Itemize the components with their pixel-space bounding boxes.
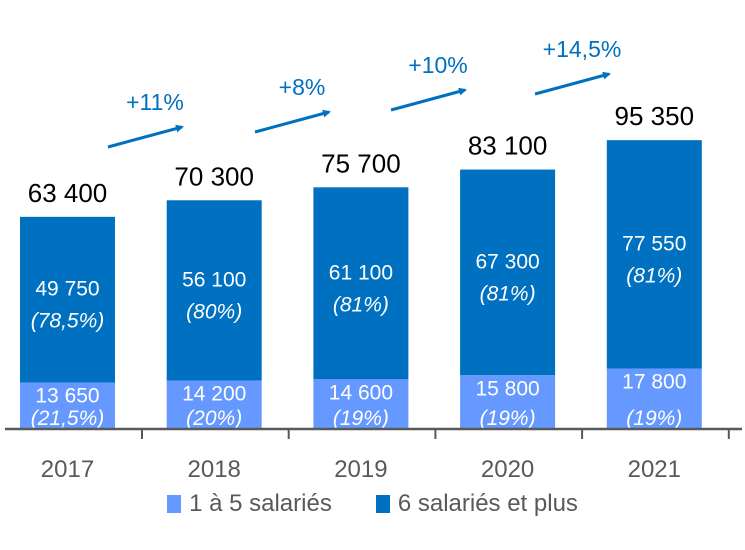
legend-label-large: 6 salariés et plus — [397, 490, 578, 517]
segment-share-label: (19%) — [480, 407, 536, 430]
segment-share-label: (21,5%) — [31, 407, 105, 430]
x-tick-label: 2018 — [188, 456, 241, 483]
segment-value-label: 15 800 — [475, 377, 539, 400]
segment-share-label: (19%) — [333, 407, 389, 430]
x-tick-label: 2019 — [334, 456, 387, 483]
segment-value-label: 14 600 — [329, 381, 393, 404]
segment-value-label: 67 300 — [475, 250, 539, 273]
segment-share-label: (78,5%) — [31, 310, 105, 333]
bar-segment-large — [20, 216, 115, 383]
segment-share-label: (81%) — [626, 264, 682, 287]
segment-value-label: 61 100 — [329, 261, 393, 284]
bar-segment-large — [460, 169, 556, 376]
bar-segment-small — [460, 375, 556, 429]
legend: 1 à 5 salariés 6 salariés et plus — [0, 490, 745, 518]
segment-share-label: (81%) — [333, 293, 389, 316]
segment-value-label: 13 650 — [35, 385, 99, 408]
segment-value-label: 56 100 — [182, 269, 246, 292]
growth-arrow-icon — [390, 87, 467, 112]
x-tick-label: 2017 — [41, 456, 94, 483]
total-label: 63 400 — [28, 178, 108, 208]
growth-arrow-icon — [534, 71, 611, 96]
bar-segment-small — [166, 380, 262, 429]
total-label: 83 100 — [468, 131, 548, 161]
bar-segment-small — [606, 368, 702, 429]
segment-share-label: (80%) — [186, 301, 242, 324]
bar-segment-large — [166, 200, 262, 381]
growth-label: +10% — [408, 52, 467, 78]
legend-label-small: 1 à 5 salariés — [189, 490, 332, 517]
legend-swatch-large — [375, 495, 390, 513]
segment-share-label: (19%) — [626, 407, 682, 430]
legend-item-large: 6 salariés et plus — [375, 490, 578, 518]
legend-swatch-small — [167, 495, 182, 513]
segment-value-label: 77 550 — [622, 232, 686, 255]
bar-segment-large — [313, 187, 409, 380]
growth-label: +8% — [279, 74, 326, 100]
segment-share-label: (20%) — [186, 407, 242, 430]
segment-value-label: 49 750 — [35, 278, 99, 301]
segment-share-label: (81%) — [480, 282, 536, 305]
total-label: 75 700 — [321, 148, 401, 178]
growth-arrow-icon — [107, 124, 184, 149]
total-label: 95 350 — [615, 101, 695, 131]
bar-segment-large — [606, 140, 702, 369]
x-tick-label: 2020 — [481, 456, 534, 483]
segment-value-label: 17 800 — [622, 370, 686, 393]
x-tick-label: 2021 — [628, 456, 681, 483]
bar-segment-small — [20, 382, 115, 429]
growth-label: +11% — [126, 89, 184, 115]
segment-value-label: 14 200 — [182, 383, 246, 406]
growth-arrow-icon — [254, 109, 331, 134]
total-label: 70 300 — [174, 161, 254, 191]
legend-item-small: 1 à 5 salariés — [167, 490, 332, 518]
bar-segment-small — [313, 379, 409, 429]
growth-label: +14,5% — [543, 36, 622, 62]
